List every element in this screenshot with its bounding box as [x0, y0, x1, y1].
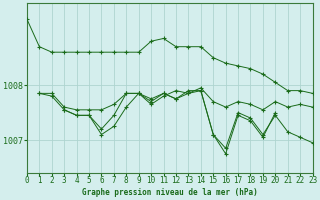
X-axis label: Graphe pression niveau de la mer (hPa): Graphe pression niveau de la mer (hPa)	[82, 188, 258, 197]
